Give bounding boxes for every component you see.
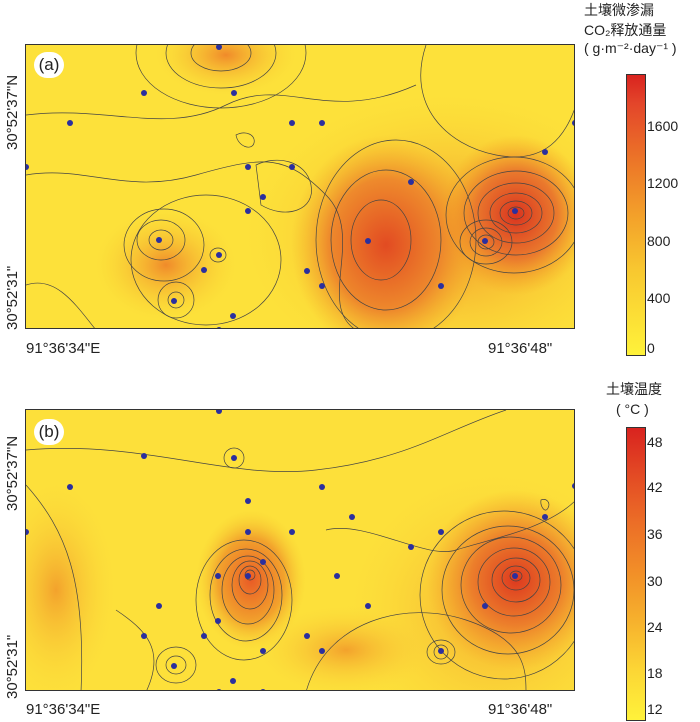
y-label-top-b: 30°52'37"N (4, 435, 21, 511)
legend-a-tick-0: 0 (647, 340, 655, 356)
temp-sample-points (26, 410, 574, 690)
legend-b-tick-36: 36 (647, 526, 663, 542)
legend-b-tick-48: 48 (647, 434, 663, 450)
legend-a-tick-800: 800 (647, 233, 671, 249)
x-label-right-b: 91°36'48" (488, 701, 553, 718)
y-label-bottom-b: 30°52'31" (4, 634, 21, 699)
legend-b-title-2: ( °C ) (616, 401, 649, 417)
legend-b-tick-30: 30 (647, 573, 663, 589)
legend-a-title-3: ( g·m⁻²·day⁻¹ ) (584, 40, 677, 56)
legend-a-title-2: CO₂释放通量 (584, 22, 667, 38)
legend-b-colorbar (626, 427, 646, 721)
temp-contours (26, 410, 574, 690)
y-label-bottom: 30°52'31" (4, 265, 21, 330)
legend-b-tick-18: 18 (647, 665, 663, 681)
panel-a-co2-flux: 30°52'37"N 30°52'31" (4, 2, 679, 357)
legend-b-tick-12: 12 (647, 701, 663, 717)
x-label-left-b: 91°36'34"E (26, 701, 101, 718)
legend-b-tick-24: 24 (647, 619, 663, 635)
co2-contours (26, 45, 574, 328)
legend-a-title-1: 土壤微渗漏 (584, 2, 654, 18)
co2-sample-points (26, 45, 574, 328)
co2-flux-contour-map (25, 44, 575, 329)
temp-map-svg (26, 410, 574, 690)
panel-b-soil-temperature: 30°52'37"N 30°52'31" (0, 361, 700, 722)
x-label-right: 91°36'48" (488, 340, 553, 357)
y-label-top: 30°52'37"N (4, 74, 21, 150)
legend-b-tick-42: 42 (647, 479, 663, 495)
legend-a-colorbar (626, 74, 646, 356)
panel-a-label: (a) (34, 52, 64, 78)
legend-b-title-1: 土壤温度 (606, 381, 662, 397)
legend-a-tick-1600: 1600 (647, 118, 679, 134)
legend-a-tick-1200: 1200 (647, 175, 679, 191)
temperature-contour-map (25, 409, 575, 691)
co2-map-svg (26, 45, 574, 328)
legend-a-tick-400: 400 (647, 290, 671, 306)
panel-b-label: (b) (34, 419, 64, 445)
x-label-left: 91°36'34"E (26, 340, 101, 357)
